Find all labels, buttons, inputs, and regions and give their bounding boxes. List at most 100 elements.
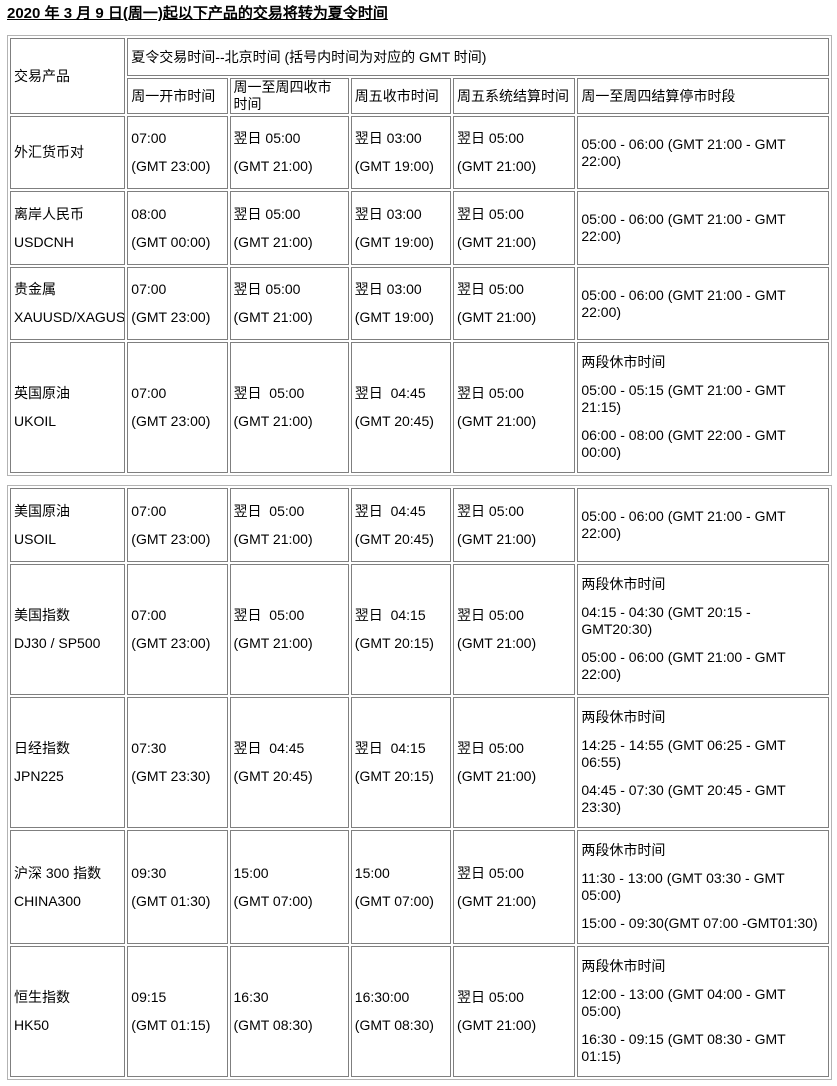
cell-mon-thu-settlement-break: 05:00 - 06:00 (GMT 21:00 - GMT 22:00)	[577, 488, 829, 562]
column-header-friday-close-time: 周五收市时间	[350, 78, 452, 114]
cell-line: 12:00 - 13:00 (GMT 04:00 - GMT 05:00)	[581, 986, 790, 1019]
cell-line: (GMT 23:00)	[131, 309, 211, 325]
cell-line: (GMT 20:45)	[233, 768, 313, 784]
cell-line: (GMT 23:30)	[131, 768, 211, 784]
cell-line: (GMT 23:00)	[131, 158, 211, 174]
cell-product: 贵金属 XAUUSD/XAGUSD	[10, 267, 126, 340]
cell-line: (GMT 21:00)	[457, 158, 537, 174]
trading-hours-table-lower: 美国原油 USOIL 07:00 (GMT 23:00) 翌日 05:00 (GMT 21…	[7, 485, 832, 1080]
cell-line: 08:00	[131, 205, 167, 222]
cell-line: USOIL	[14, 530, 57, 547]
trading-hours-table-upper: 交易产品 夏令交易时间--北京时间 (括号内时间为对应的 GMT 时间) 周一开…	[7, 35, 832, 476]
cell-line: XAUUSD/XAGUSD	[14, 309, 126, 325]
cell-monday-open-time: 07:00 (GMT 23:00)	[127, 267, 228, 340]
cell-line: 美国原油	[14, 502, 70, 519]
table-row: 外汇货币对 07:00 (GMT 23:00) 翌日 05:00 (GMT 21:00)…	[10, 116, 829, 189]
cell-line: CHINA300	[14, 892, 81, 909]
cell-line: (GMT 21:00)	[233, 635, 313, 651]
cell-line: 翌日 05:00	[457, 281, 524, 297]
cell-friday-close-time: 翌日 03:00 (GMT 19:00)	[350, 267, 452, 340]
group-header-row: 交易产品 夏令交易时间--北京时间 (括号内时间为对应的 GMT 时间)	[10, 38, 829, 114]
cell-line: 07:00	[131, 385, 167, 401]
cell-line: 离岸人民币	[14, 205, 84, 222]
cell-line: 09:30	[131, 864, 167, 881]
cell-line: DJ30 / SP500	[14, 635, 101, 651]
column-header-monday-open-time: 周一开市时间	[127, 78, 228, 114]
cell-line: 两段休市时间	[581, 709, 666, 725]
cell-line: (GMT 07:00)	[354, 892, 434, 909]
cell-monday-open-time: 07:30 (GMT 23:30)	[127, 697, 228, 828]
cell-line: (GMT 07:00)	[233, 892, 313, 909]
cell-line: 翌日 05:00	[457, 130, 524, 146]
cell-friday-settlement-time: 翌日 05:00 (GMT 21:00)	[453, 342, 576, 473]
cell-line: 09:15	[131, 989, 167, 1005]
cell-mon-thu-close-time: 翌日 05:00 (GMT 21:00)	[229, 191, 349, 265]
cell-line: 16:30:00	[354, 989, 410, 1005]
cell-friday-close-time: 翌日 04:15 (GMT 20:15)	[350, 564, 452, 695]
table-row: 贵金属 XAUUSD/XAGUSD 07:00 (GMT 23:00) 翌日 05:00…	[10, 267, 829, 340]
cell-line: 05:00 - 06:00 (GMT 21:00 - GMT 22:00)	[581, 649, 790, 682]
cell-line: (GMT 01:15)	[131, 1017, 211, 1033]
cell-line: 07:30	[131, 740, 167, 756]
cell-monday-open-time: 09:30 (GMT 01:30)	[127, 830, 228, 944]
cell-line: (GMT 08:30)	[233, 1017, 313, 1033]
cell-line: 翌日 03:00	[354, 205, 422, 222]
cell-line: 11:30 - 13:00 (GMT 03:30 - GMT 05:00)	[581, 870, 789, 903]
table-row: 离岸人民币 USDCNH 08:00 (GMT 00:00) 翌日 05:00 (GMT …	[10, 191, 829, 265]
cell-line: USDCNH	[14, 233, 74, 250]
cell-product: 英国原油 UKOIL	[10, 342, 126, 473]
cell-line: (GMT 21:00)	[457, 768, 537, 784]
cell-friday-close-time: 翌日 03:00 (GMT 19:00)	[350, 116, 452, 189]
cell-friday-close-time: 翌日 04:15 (GMT 20:15)	[350, 697, 452, 828]
cell-line: (GMT 21:00)	[233, 530, 313, 547]
cell-line: 07:00	[131, 281, 167, 297]
cell-monday-open-time: 07:00 (GMT 23:00)	[127, 116, 228, 189]
table-row: 恒生指数 HK50 09:15 (GMT 01:15) 16:30 (GMT 08:30)…	[10, 946, 829, 1077]
cell-line: 翌日 05:00	[457, 864, 524, 881]
cell-line: 外汇货币对	[14, 144, 84, 160]
cell-line: 16:30	[233, 989, 269, 1005]
cell-friday-settlement-time: 翌日 05:00 (GMT 21:00)	[453, 488, 576, 562]
cell-mon-thu-close-time: 16:30 (GMT 08:30)	[229, 946, 349, 1077]
cell-line: (GMT 19:00)	[354, 158, 434, 174]
cell-line: 两段休市时间	[581, 958, 666, 974]
cell-line: 04:15 - 04:30 (GMT 20:15 - GMT20:30)	[581, 604, 755, 637]
page-title: 2020 年 3 月 9 日(周一)起以下产品的交易将转为夏令时间	[7, 5, 388, 22]
cell-product: 沪深 300 指数 CHINA300	[10, 830, 126, 944]
cell-friday-settlement-time: 翌日 05:00 (GMT 21:00)	[453, 191, 576, 265]
cell-line: (GMT 21:00)	[457, 1017, 537, 1033]
cell-line: 两段休市时间	[581, 576, 666, 592]
cell-line: 翌日 04:45	[354, 385, 426, 401]
cell-line: 翌日 04:45	[354, 502, 426, 519]
cell-friday-settlement-time: 翌日 05:00 (GMT 21:00)	[453, 564, 576, 695]
cell-mon-thu-close-time: 翌日 05:00 (GMT 21:00)	[229, 488, 349, 562]
cell-friday-close-time: 翌日 03:00 (GMT 19:00)	[350, 191, 452, 265]
cell-line: (GMT 21:00)	[457, 309, 537, 325]
cell-line: (GMT 00:00)	[131, 233, 211, 250]
cell-mon-thu-close-time: 翌日 05:00 (GMT 21:00)	[229, 342, 349, 473]
cell-mon-thu-settlement-break: 05:00 - 06:00 (GMT 21:00 - GMT 22:00)	[577, 191, 829, 265]
corner-header-product: 交易产品	[10, 38, 126, 114]
column-header-friday-settlement-time: 周五系统结算时间	[453, 78, 576, 114]
cell-friday-close-time: 翌日 04:45 (GMT 20:45)	[350, 342, 452, 473]
cell-mon-thu-close-time: 翌日 05:00 (GMT 21:00)	[229, 116, 349, 189]
cell-line: 英国原油	[14, 385, 70, 401]
cell-line: (GMT 21:00)	[233, 309, 313, 325]
cell-line: (GMT 21:00)	[233, 158, 313, 174]
cell-mon-thu-settlement-break: 两段休市时间 12:00 - 13:00 (GMT 04:00 - GMT 05:…	[577, 946, 829, 1077]
cell-friday-settlement-time: 翌日 05:00 (GMT 21:00)	[453, 946, 576, 1077]
cell-mon-thu-settlement-break: 两段休市时间 11:30 - 13:00 (GMT 03:30 - GMT 05:…	[577, 830, 829, 944]
cell-product: 美国指数 DJ30 / SP500	[10, 564, 126, 695]
cell-line: 翌日 05:00	[233, 281, 301, 297]
cell-line: 翌日 05:00	[457, 385, 524, 401]
cell-mon-thu-settlement-break: 两段休市时间 04:15 - 04:30 (GMT 20:15 - GMT20:3…	[577, 564, 829, 695]
cell-line: 翌日 05:00	[233, 205, 301, 222]
cell-monday-open-time: 07:00 (GMT 23:00)	[127, 342, 228, 473]
cell-monday-open-time: 08:00 (GMT 00:00)	[127, 191, 228, 265]
cell-friday-close-time: 翌日 04:45 (GMT 20:45)	[350, 488, 452, 562]
cell-line: 贵金属	[14, 281, 56, 297]
cell-line: 04:45 - 07:30 (GMT 20:45 - GMT 23:30)	[581, 782, 790, 815]
cell-line: 05:00 - 06:00 (GMT 21:00 - GMT 22:00)	[581, 211, 790, 244]
cell-monday-open-time: 07:00 (GMT 23:00)	[127, 488, 228, 562]
cell-line: 14:25 - 14:55 (GMT 06:25 - GMT 06:55)	[581, 737, 790, 770]
